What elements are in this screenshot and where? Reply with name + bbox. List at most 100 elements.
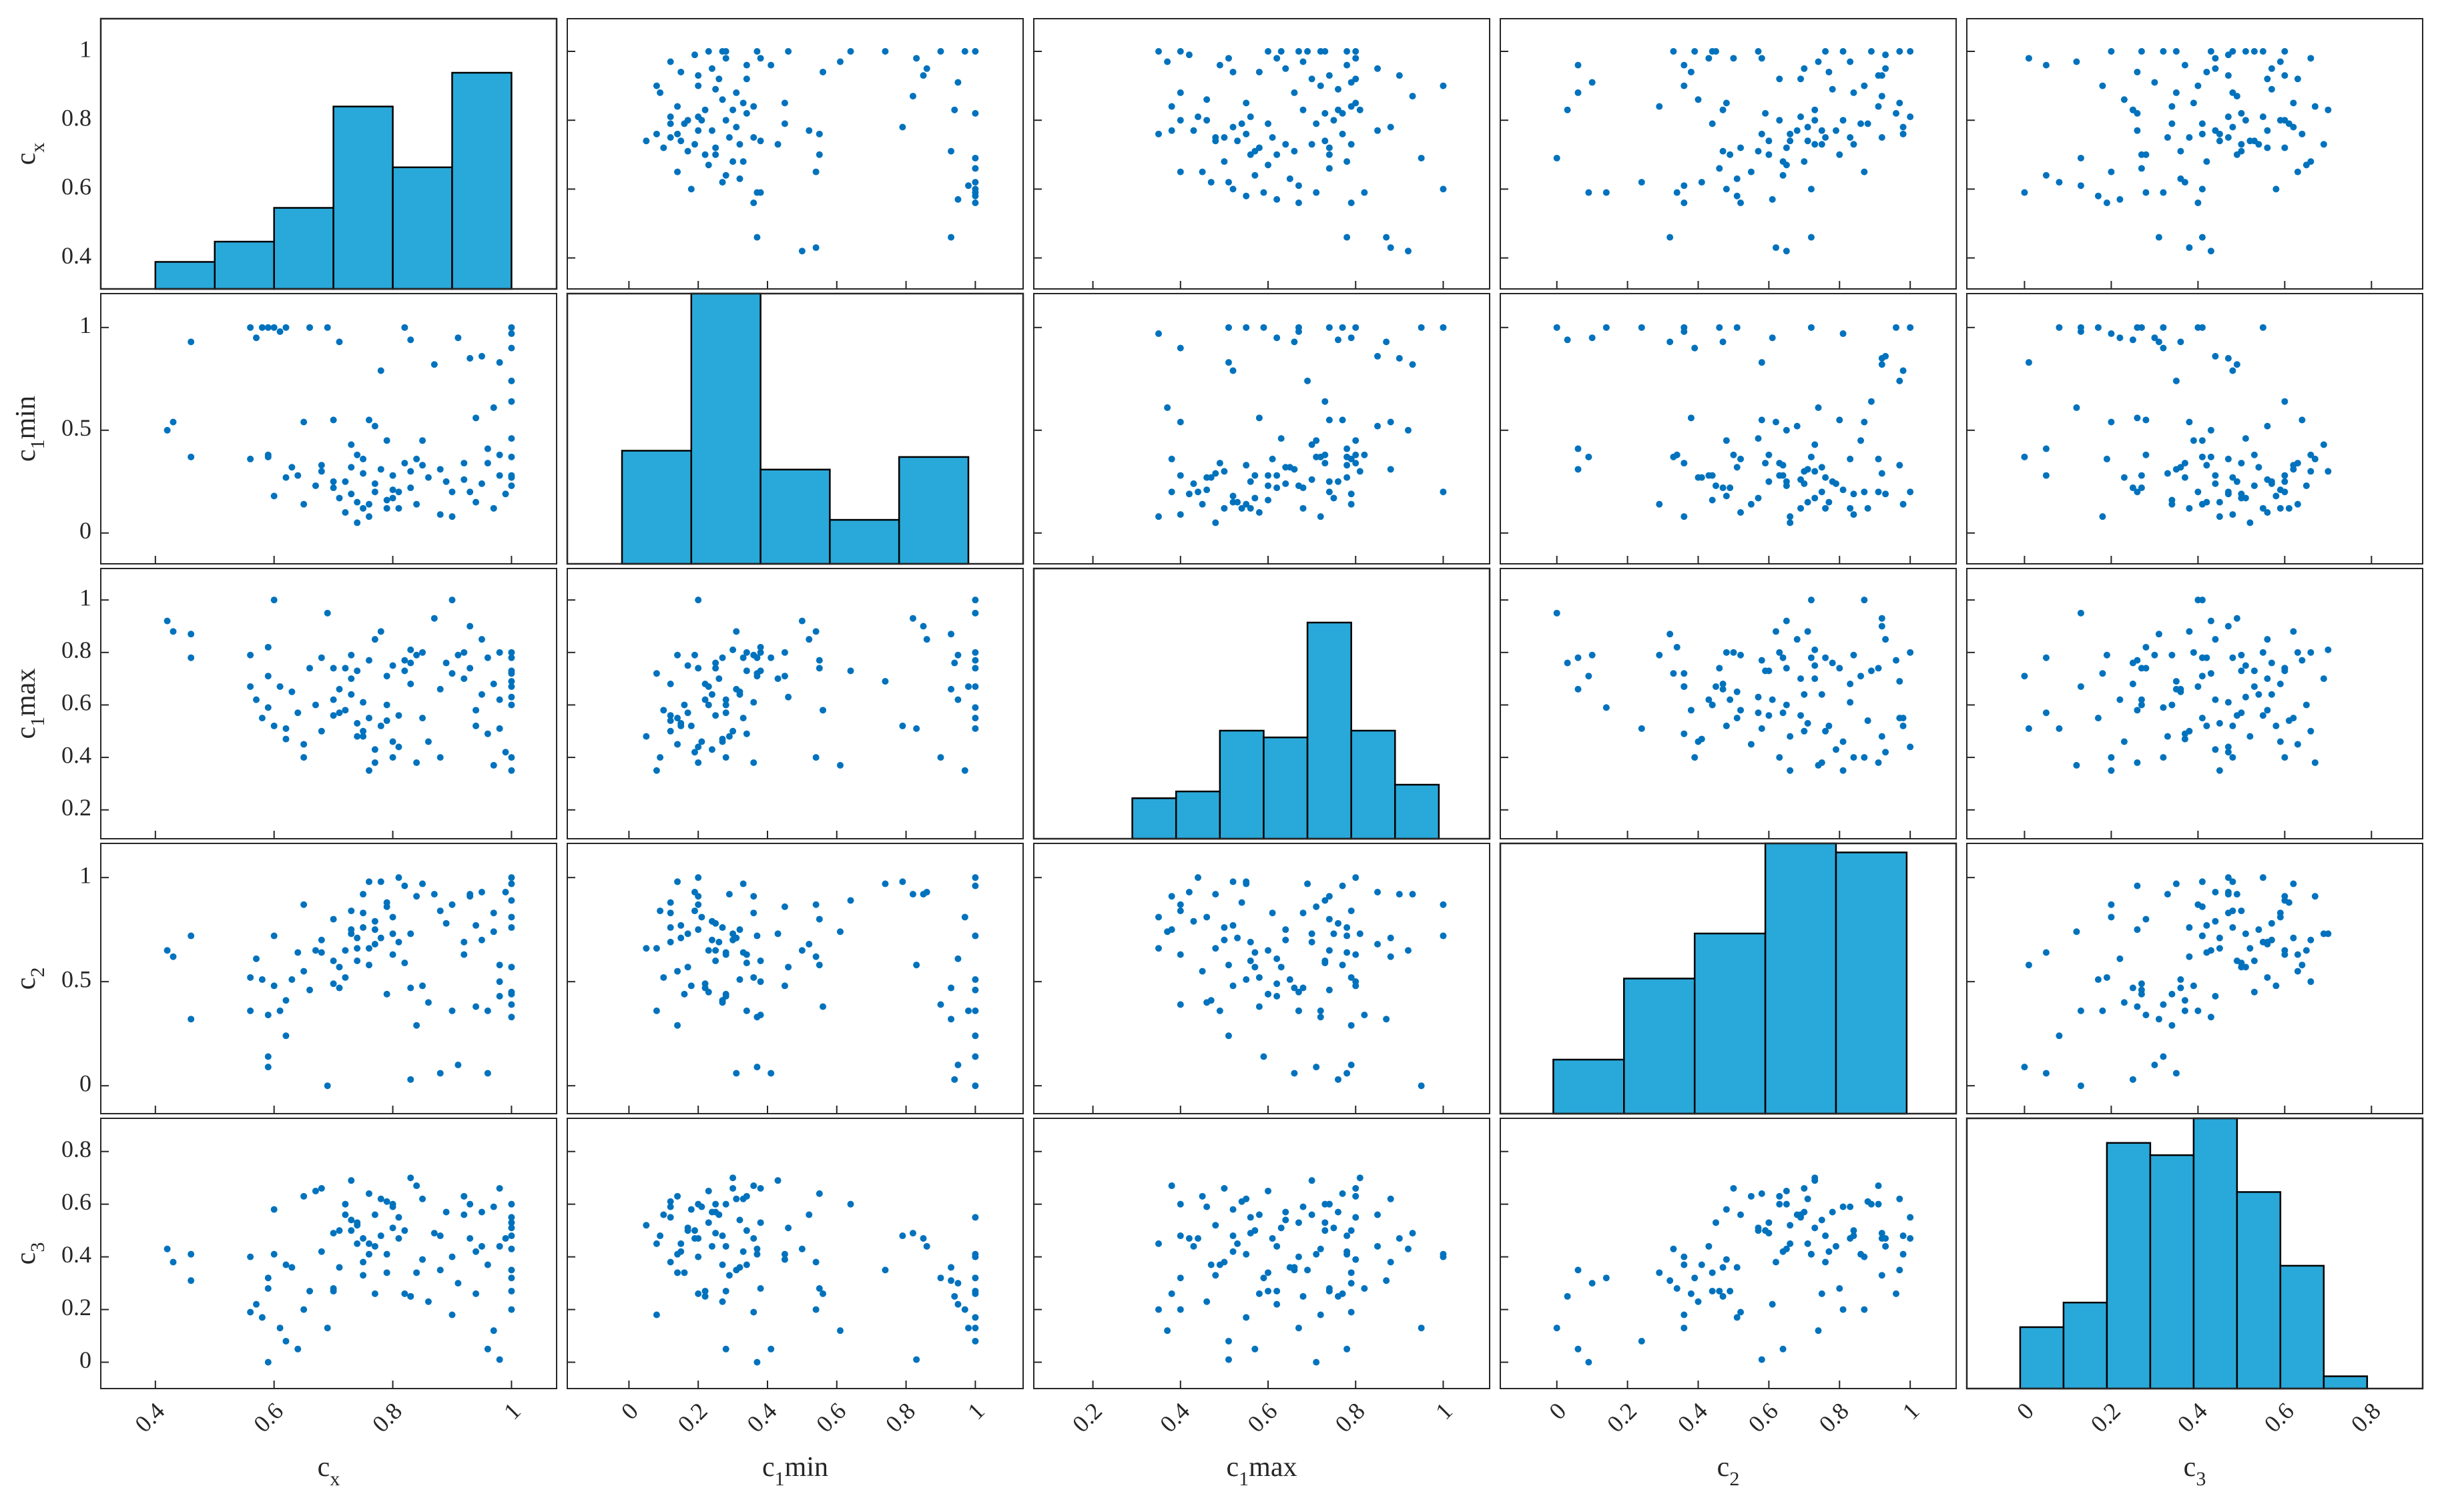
x-tick-label: 0.6 (1743, 1397, 1783, 1437)
scatter-point (1882, 636, 1889, 643)
scatter-point (1190, 917, 1197, 925)
scatter-point (1857, 673, 1865, 680)
scatter-point (1352, 99, 1359, 107)
scatter-point (1199, 968, 1206, 975)
scatter-point (1896, 48, 1903, 55)
scatter-point (816, 1190, 823, 1197)
scatter-point (360, 1272, 367, 1279)
scatter-point (1321, 398, 1329, 405)
y-tick-label: 0 (79, 1347, 91, 1373)
scatter-point (1793, 636, 1801, 643)
scatter-point (424, 999, 432, 1006)
scatter-point (2281, 398, 2289, 405)
scatter-point (365, 962, 372, 969)
scatter-point (739, 99, 747, 107)
scatter-point (836, 928, 844, 935)
scatter-point (1440, 488, 1447, 496)
scatter-point (2138, 980, 2145, 988)
panel-frame (1966, 293, 2423, 564)
scatter-point (1681, 82, 1688, 89)
scatter-point (1807, 453, 1815, 460)
axis-label: cx (318, 1452, 340, 1490)
scatter-point (2276, 738, 2284, 745)
scatter-point (1177, 907, 1184, 915)
scatter-point (473, 921, 480, 929)
scatter-point (1758, 416, 1765, 424)
scatter-point (1712, 48, 1719, 55)
scatter-point (1687, 414, 1695, 422)
scatter-point (1339, 130, 1346, 137)
scatter-point (1656, 1269, 1663, 1276)
scatter-point (1783, 144, 1790, 151)
scatter-point (1811, 494, 1819, 502)
scatter-point (377, 934, 384, 941)
scatter-point (1347, 1308, 1355, 1316)
scatter-point (312, 701, 319, 709)
scatter-point (508, 964, 515, 971)
x-tick-label: 0.2 (1067, 1397, 1107, 1437)
scatter-point (951, 1076, 958, 1083)
scatter-point (705, 683, 712, 690)
scatter-point (2203, 68, 2210, 75)
scatter-point (909, 93, 916, 100)
scatter-point (1155, 1240, 1162, 1247)
scatter-point (913, 1356, 920, 1363)
scatter-point (2307, 649, 2315, 656)
scatter-point (164, 947, 171, 954)
scatter-point (413, 1022, 420, 1029)
scatter-point (1787, 1222, 1794, 1229)
scatter-point (258, 324, 266, 331)
scatter-point (336, 984, 343, 992)
scatter-point (2198, 453, 2206, 460)
scatter-point (2129, 484, 2136, 492)
scatter-point (484, 1345, 491, 1353)
scatter-point (695, 665, 702, 672)
scatter-point (348, 1177, 355, 1184)
scatter-point (1878, 1230, 1885, 1237)
scatter-point (1723, 649, 1730, 656)
y-tick-label: 0.6 (61, 689, 91, 716)
scatter-point (1347, 1227, 1355, 1234)
scatter-point (365, 715, 372, 722)
scatter-point (2207, 248, 2214, 255)
panel-frame (100, 568, 557, 839)
scatter-point (691, 889, 698, 896)
scatter-point (948, 1264, 955, 1271)
scatter-point (882, 1266, 889, 1274)
scatter-point (508, 453, 515, 460)
scatter-point (1177, 48, 1184, 55)
scatter-point (1755, 494, 1762, 502)
scatter-point (913, 962, 920, 969)
scatter-point (923, 65, 930, 72)
scatter-point (899, 722, 906, 729)
scatter-point (1878, 1272, 1885, 1279)
scatter-point (1801, 727, 1808, 735)
scatter-point (1352, 75, 1359, 83)
scatter-point (354, 451, 361, 458)
scatter-point (1155, 1306, 1162, 1313)
scatter-point (1317, 48, 1324, 55)
scatter-point (1882, 65, 1889, 72)
scatter-point (1776, 1192, 1783, 1200)
scatter-point (972, 1214, 979, 1221)
scatter-point (1670, 670, 1677, 677)
scatter-point (2186, 924, 2193, 931)
scatter-point (1825, 68, 1833, 75)
scatter-point (188, 654, 195, 661)
scatter-point (2142, 915, 2150, 923)
scatter-point (467, 355, 474, 362)
scatter-point (1260, 189, 1267, 196)
scatter-point (2138, 484, 2145, 492)
scatter-point (371, 759, 378, 766)
scatter-point (1352, 1214, 1359, 1221)
scatter-point (1878, 615, 1885, 622)
scatter-point (2138, 472, 2145, 479)
scatter-point (722, 48, 729, 55)
scatter-point (729, 930, 737, 937)
scatter-point (2303, 482, 2310, 489)
scatter-point (1574, 1345, 1582, 1353)
scatter-point (419, 880, 426, 887)
scatter-point (1765, 712, 1773, 719)
scatter-point (913, 725, 920, 732)
scatter-point (2172, 1070, 2180, 1077)
